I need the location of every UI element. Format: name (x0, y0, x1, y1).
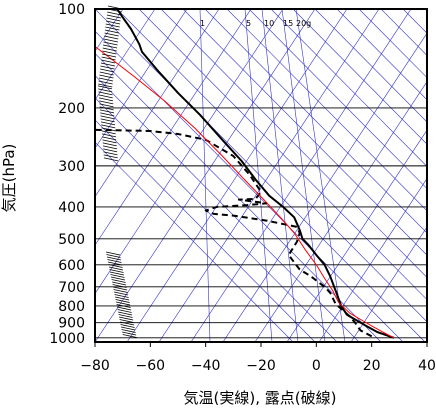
isotherm-line (190, 9, 412, 342)
x-axis-title: 気温(実線), 露点(破線) (184, 389, 337, 407)
mixing-ratio-line (244, 9, 273, 342)
wind-barbs (97, 5, 137, 338)
upper-wind-barbs-top (98, 5, 123, 88)
x-tick-label: −40 (191, 358, 221, 374)
mixing-ratio-label: 10 (264, 19, 274, 28)
y-tick-label: 1000 (49, 331, 85, 347)
isotherm-line (95, 9, 220, 198)
y-tick-label: 500 (58, 232, 85, 248)
y-tick-label: 800 (58, 299, 85, 315)
dry-adiabat-line (270, 9, 427, 167)
series-layer (95, 9, 395, 339)
y-tick-label: 600 (58, 258, 85, 274)
x-tick-label: 0 (312, 358, 321, 374)
y-tick-label: 700 (58, 280, 85, 296)
y-tick-label: 400 (58, 200, 85, 216)
x-tick-label: 40 (418, 358, 436, 374)
mixing-ratio-label: 5 (246, 19, 251, 28)
x-tick-label: −80 (80, 358, 110, 374)
y-axis-title: 気圧(hPa) (0, 144, 18, 213)
dry-adiabat-line (95, 97, 338, 342)
x-tick-label: 20 (363, 358, 381, 374)
isotherm-line (126, 9, 348, 342)
dry-adiabat-line (226, 9, 427, 212)
dry-adiabat-line (95, 52, 382, 342)
y-tick-label: 300 (58, 159, 85, 175)
x-tick-labels: −80 −60 −40 −20 0 20 40 (80, 342, 436, 374)
dry-adiabat-line (160, 9, 427, 278)
mixing-ratio-line (261, 9, 299, 342)
dry-adiabat-line (358, 9, 427, 79)
isotherm-line (95, 9, 252, 246)
dry-adiabat-line (314, 9, 427, 123)
dry-adiabat-line (336, 9, 427, 101)
temperature-line (116, 9, 395, 339)
y-tick-label: 100 (58, 2, 85, 18)
x-tick-label: −20 (246, 358, 276, 374)
mixing-ratio-label: 15 (283, 19, 293, 28)
dewpoint-line (95, 128, 373, 338)
isotherm-line (350, 226, 427, 342)
dry-adiabat-line (292, 9, 427, 145)
mixing-ratio-labels: 1 5 10 15 20g (200, 19, 311, 28)
mixing-ratio-line (199, 9, 211, 342)
dry-adiabat-line (204, 9, 427, 234)
lower-wind-barbs (105, 251, 137, 338)
mixing-ratio-label: 1 (200, 19, 205, 28)
isotherm-line (95, 9, 188, 149)
pressure-grid (95, 8, 427, 339)
y-tick-label: 200 (58, 101, 85, 117)
dry-adiabat-line (182, 9, 427, 256)
y-tick-label: 900 (58, 316, 85, 332)
x-tick-label: −60 (136, 358, 166, 374)
reference-line (95, 46, 395, 339)
dry-adiabat-line (95, 9, 426, 342)
mixing-ratio-label: 20g (296, 19, 311, 28)
isotherm-line (158, 9, 380, 342)
dry-adiabat-line (95, 30, 404, 342)
upper-wind-barbs-mid (97, 85, 119, 162)
